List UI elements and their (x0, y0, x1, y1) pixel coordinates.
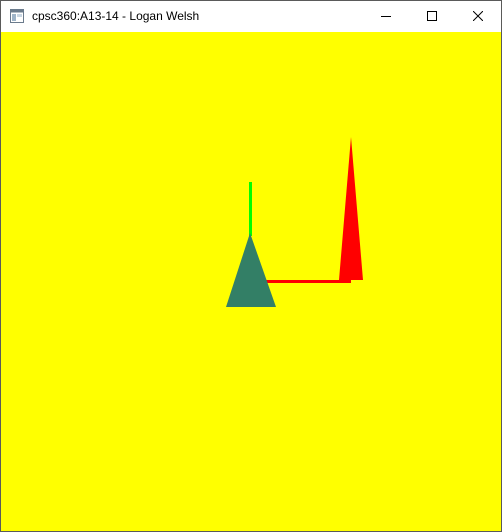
close-icon (472, 8, 484, 26)
red-cone (339, 137, 363, 280)
scene-graphics (226, 137, 363, 307)
title-bar[interactable]: cpsc360:A13-14 - Logan Welsh (1, 1, 501, 32)
minimize-icon (381, 8, 391, 26)
window-title: cpsc360:A13-14 - Logan Welsh (32, 9, 200, 23)
minimize-button[interactable] (363, 1, 409, 32)
opengl-canvas[interactable] (1, 32, 501, 531)
maximize-icon (427, 8, 437, 26)
close-button[interactable] (455, 1, 501, 32)
app-window-icon (10, 9, 24, 23)
teal-triangle (226, 233, 276, 307)
maximize-button[interactable] (409, 1, 455, 32)
